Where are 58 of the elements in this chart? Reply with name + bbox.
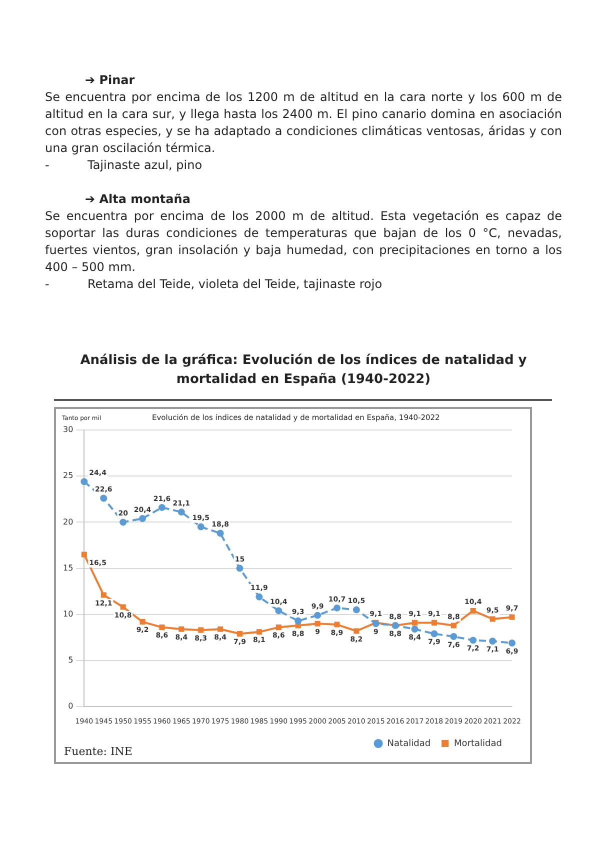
point [120, 604, 126, 610]
y-tick-label: 5 [68, 656, 74, 665]
point [470, 636, 477, 644]
text: ➔ Alta montaña [84, 191, 192, 208]
point [354, 628, 360, 634]
point [412, 620, 418, 626]
point [256, 629, 262, 635]
point [120, 518, 127, 526]
text: ➔ Pinar [84, 72, 136, 89]
y-tick-label: 0 [68, 702, 74, 711]
point [236, 630, 243, 637]
point [334, 622, 340, 628]
point [490, 616, 496, 622]
point [178, 508, 185, 516]
point [333, 604, 340, 612]
point [508, 639, 516, 646]
point [314, 620, 320, 626]
point [80, 478, 88, 486]
point [411, 626, 418, 633]
point [450, 633, 458, 640]
legend-label: Mortalidad [454, 738, 502, 749]
point [352, 606, 360, 614]
text: Se encuentra por encima de los 2000 m de altitud. Esta vegetación es capaz de soportar las duras condiciones de temperaturas que bajan de los 0 °C, nevadas, fuertes vientos, gran insolación y baja humedad, con precipitaciones en torno a los 400 – 500 mm. [45, 208, 562, 276]
point [100, 592, 106, 598]
point [276, 624, 282, 630]
point [431, 620, 437, 626]
source-note: Fuente: INE [64, 745, 132, 758]
point [100, 494, 108, 502]
point [509, 614, 515, 620]
point [81, 552, 87, 558]
text: - Retama del Teide, violeta del Teide, tajinaste rojo [45, 276, 384, 293]
point [314, 612, 322, 619]
text: - Tajinaste azul, pino [45, 157, 204, 174]
point [256, 593, 263, 600]
point [197, 523, 204, 530]
y-tick-label: 25 [62, 471, 74, 480]
point [216, 530, 224, 537]
y-tick-label: 20 [62, 517, 74, 526]
text: Se encuentra por encima de los 1200 m de altitud en la cara norte y los 600 m de altitud en la cara sur, y llega hasta los 2400 m. El pino canario domina en asociación con otras especies, y se ha adaptado a condiciones climáticas ventosas, áridas y con una gran oscilación térmica. [45, 89, 562, 157]
point [140, 619, 146, 625]
point [450, 622, 456, 628]
y-tick-label: 30 [62, 425, 74, 434]
point [275, 607, 282, 614]
point [430, 630, 438, 638]
point [178, 626, 184, 632]
point [470, 608, 476, 614]
point [294, 617, 302, 624]
point [159, 624, 165, 630]
y-tick-label: 15 [62, 563, 74, 572]
chart-title: Análisis de la gráfica: Evolución de los índices de natalidad y mortalidad en España (1940-2022) [79, 352, 528, 389]
point [139, 515, 146, 522]
point [198, 627, 204, 633]
y-tick-label: 10 [62, 609, 74, 618]
point [236, 564, 244, 572]
point [158, 504, 166, 511]
point [218, 626, 224, 632]
point [489, 638, 496, 645]
legend-label: Natalidad [387, 738, 431, 749]
